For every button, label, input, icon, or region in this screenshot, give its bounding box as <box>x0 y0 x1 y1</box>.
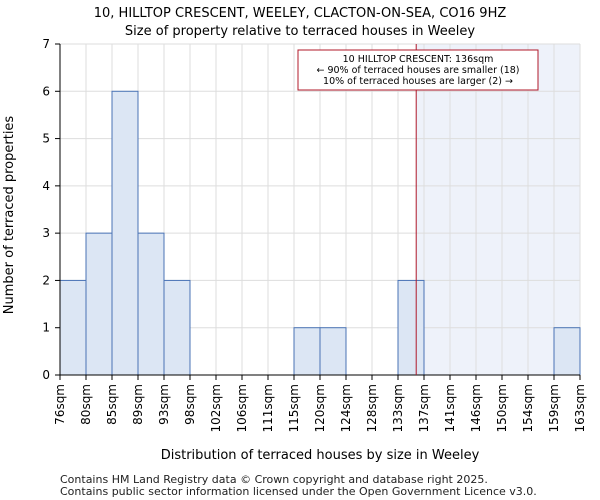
histogram-bar <box>111 90 139 376</box>
histogram-bar <box>85 232 113 376</box>
chart-title-line2: Size of property relative to terraced ho… <box>124 24 476 39</box>
x-tick-label: 120sqm <box>313 384 327 432</box>
x-tick-label: 85sqm <box>105 384 119 425</box>
annotation-line-2: ← 90% of terraced houses are smaller (18… <box>316 65 519 76</box>
histogram-bar <box>163 279 191 376</box>
y-tick-label: 4 <box>42 179 50 193</box>
x-tick-label: 141sqm <box>443 384 457 432</box>
histogram-bar <box>293 327 321 376</box>
footer-copyright: Contains HM Land Registry data © Crown c… <box>60 473 488 486</box>
x-axis-label: Distribution of terraced houses by size … <box>161 448 480 463</box>
histogram-bar <box>319 327 347 376</box>
y-tick-label: 6 <box>42 84 50 98</box>
y-tick-label: 0 <box>42 368 50 382</box>
histogram-bar <box>553 327 581 376</box>
y-tick-label: 3 <box>42 226 50 240</box>
annotation-line-3: 10% of terraced houses are larger (2) → <box>323 76 513 87</box>
y-tick-label: 7 <box>42 37 50 51</box>
chart-title-line1: 10, HILLTOP CRESCENT, WEELEY, CLACTON-ON… <box>93 6 507 21</box>
x-tick-label: 128sqm <box>365 384 379 432</box>
x-tick-label: 111sqm <box>261 384 275 432</box>
x-tick-label: 150sqm <box>495 384 509 432</box>
larger-properties-region <box>416 44 580 375</box>
y-tick-label: 5 <box>42 132 50 146</box>
x-tick-label: 80sqm <box>79 384 93 425</box>
annotation-line-1: 10 HILLTOP CRESCENT: 136sqm <box>343 54 494 65</box>
y-axis-label: Number of terraced properties <box>2 116 17 315</box>
x-tick-label: 89sqm <box>131 384 145 425</box>
histogram-bar <box>137 232 165 376</box>
annotation-box <box>297 49 539 91</box>
x-tick-label: 76sqm <box>53 384 67 425</box>
histogram-bar <box>59 279 87 376</box>
histogram-bar <box>397 279 425 376</box>
x-tick-label: 124sqm <box>339 384 353 432</box>
x-tick-label: 137sqm <box>417 384 431 432</box>
x-tick-label: 102sqm <box>209 384 223 432</box>
x-tick-label: 106sqm <box>235 384 249 432</box>
x-tick-label: 154sqm <box>521 384 535 432</box>
x-tick-label: 98sqm <box>183 384 197 425</box>
x-tick-label: 93sqm <box>157 384 171 425</box>
x-tick-label: 133sqm <box>391 384 405 432</box>
x-tick-label: 163sqm <box>573 384 587 432</box>
y-tick-label: 2 <box>42 273 50 287</box>
x-tick-label: 146sqm <box>469 384 483 432</box>
footer-licence: Contains public sector information licen… <box>60 485 537 498</box>
x-tick-label: 115sqm <box>287 384 301 432</box>
y-tick-label: 1 <box>42 321 50 335</box>
x-tick-label: 159sqm <box>547 384 561 432</box>
